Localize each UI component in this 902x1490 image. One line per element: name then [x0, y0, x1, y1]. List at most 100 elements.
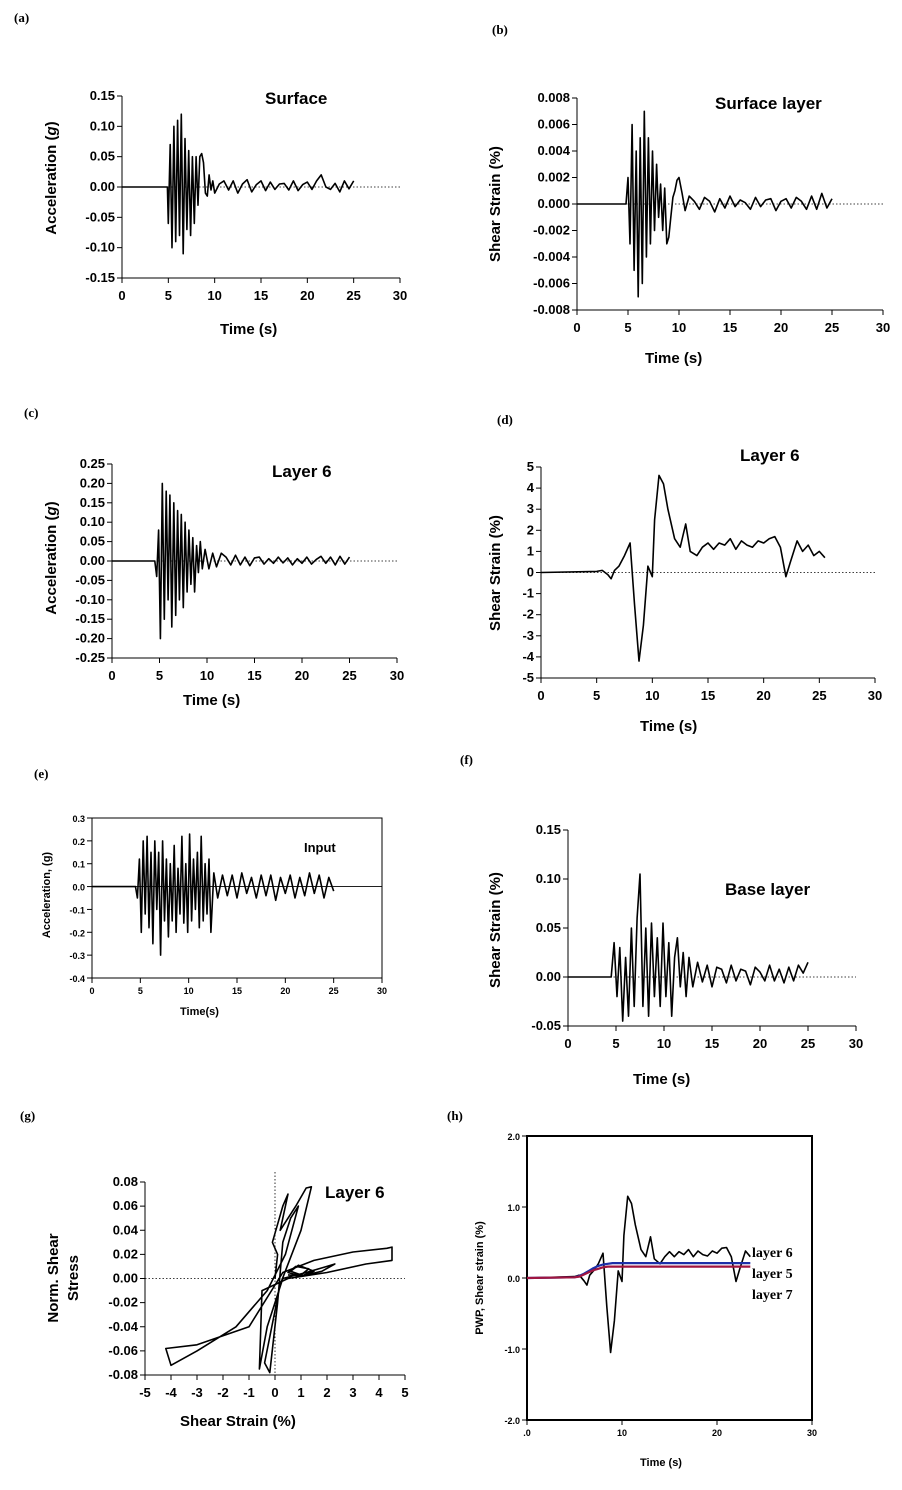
x-tick-label: 25 [801, 1036, 815, 1051]
x-tick-label: 5 [138, 986, 143, 996]
x-tick-label: 5 [593, 688, 600, 703]
series-line-1 [112, 482, 351, 640]
y-tick-label: 0.10 [80, 514, 105, 529]
x-axis-label: Shear Strain (%) [180, 1413, 296, 1430]
y-tick-label: -0.008 [533, 302, 570, 317]
x-tick-label: 30 [390, 668, 404, 683]
x-tick-label: -1 [243, 1385, 255, 1400]
x-tick-label: 5 [156, 668, 163, 683]
series-line-1 [526, 1195, 751, 1354]
x-tick-label: 0 [573, 320, 580, 335]
x-tick-label: 30 [377, 986, 387, 996]
y-tick-label: -0.002 [533, 223, 570, 238]
y-tick-label: -0.05 [85, 209, 115, 224]
y-tick-label: -0.05 [75, 572, 105, 587]
panel-annotation: Surface layer [715, 94, 822, 113]
y-tick-label: 0.008 [537, 90, 570, 105]
x-tick-label: 30 [849, 1036, 863, 1051]
y-tick-label: -0.10 [75, 592, 105, 607]
y-tick-label: 3 [527, 501, 534, 516]
y-axis-label: Acceleration (g) [43, 501, 60, 614]
y-tick-label: 0.25 [80, 456, 105, 471]
x-tick-label: 3 [349, 1385, 356, 1400]
chart-panel-2: (b) -0.008 -0.006 -0.004 -0.002 0.000 0.002 0.0… [487, 22, 890, 367]
x-axis-label: Time (s) [183, 692, 240, 709]
x-tick-label: 0 [537, 688, 544, 703]
y-tick-label: -0.006 [533, 276, 570, 291]
x-tick-label: 10 [657, 1036, 671, 1051]
series-line-1 [92, 833, 335, 956]
y-tick-label: 0.06 [113, 1198, 138, 1213]
panel-annotation: Surface [265, 89, 327, 108]
y-tick-label: -1.0 [504, 1345, 520, 1355]
x-tick-label: 1 [297, 1385, 304, 1400]
x-tick-label: 10 [207, 288, 221, 303]
y-tick-label: -0.10 [85, 240, 115, 255]
x-tick-label: 0 [564, 1036, 571, 1051]
x-axis-label: Time (s) [640, 1457, 682, 1469]
x-tick-label: 20 [300, 288, 314, 303]
x-tick-label: 4 [375, 1385, 383, 1400]
x-tick-label: 15 [232, 986, 242, 996]
x-tick-label: 30 [868, 688, 882, 703]
x-tick-label: 15 [247, 668, 261, 683]
y-tick-label: -0.15 [75, 611, 105, 626]
x-tick-label: 30 [876, 320, 890, 335]
y-tick-label: 0.2 [72, 837, 85, 847]
x-axis-label: Time(s) [180, 1006, 219, 1018]
y-tick-label: 0.004 [537, 143, 570, 158]
y-tick-label: -0.08 [108, 1367, 138, 1382]
y-tick-label: 0.02 [113, 1246, 138, 1261]
x-tick-label: 10 [672, 320, 686, 335]
series-line-1 [122, 113, 355, 255]
y-tick-label: -3 [522, 628, 534, 643]
y-tick-label: 0.05 [80, 534, 105, 549]
y-tick-label: -0.05 [531, 1018, 561, 1033]
x-tick-label: 20 [280, 986, 290, 996]
x-tick-label: 5 [624, 320, 631, 335]
y-axis-label: Acceleration (g) [43, 121, 60, 234]
chart-panel-7: (g) -0.08 -0.06 -0.04 -0.02 0.00 0.02 0.04 0.06 0… [20, 1108, 409, 1430]
y-tick-label: -0.25 [75, 650, 105, 665]
x-tick-label: 15 [254, 288, 268, 303]
y-tick-label: -2.0 [504, 1416, 520, 1426]
x-tick-label: 20 [295, 668, 309, 683]
x-tick-label: 20 [756, 688, 770, 703]
y-tick-label: -2 [522, 607, 534, 622]
y-tick-label: 0.10 [90, 118, 115, 133]
y-tick-label: 0.00 [80, 553, 105, 568]
x-axis-label: Time (s) [633, 1071, 690, 1088]
x-tick-label: 15 [723, 320, 737, 335]
y-tick-label: -4 [522, 649, 534, 664]
x-tick-label: 25 [342, 668, 356, 683]
x-tick-label: 20 [774, 320, 788, 335]
x-axis-label: Time (s) [640, 718, 697, 735]
series-line-1 [540, 474, 826, 662]
x-tick-label: 10 [200, 668, 214, 683]
panel-label: (f) [460, 752, 473, 767]
panel-label: (d) [497, 412, 513, 427]
y-tick-label: -0.3 [69, 951, 85, 961]
y-tick-label: 0.15 [80, 495, 105, 510]
x-tick-label: 5 [165, 288, 172, 303]
x-tick-label: 25 [329, 986, 339, 996]
chart-panel-3: (c) -0.25 -0.20 -0.15 -0.10 -0.05 0.00 0.05 0.10… [24, 405, 404, 709]
x-tick-label: 25 [825, 320, 839, 335]
y-tick-label: 0.05 [90, 149, 115, 164]
panel-label: (g) [20, 1108, 35, 1123]
y-tick-label: 4 [527, 480, 535, 495]
legend-entry: layer 7 [752, 1288, 793, 1303]
y-tick-label: -0.1 [69, 905, 85, 915]
x-tick-label: 30 [393, 288, 407, 303]
x-tick-label: 0 [271, 1385, 278, 1400]
y-tick-label: 0.0 [507, 1274, 520, 1284]
y-tick-label: 2.0 [507, 1132, 520, 1142]
y-tick-label: 0.05 [536, 920, 561, 935]
panel-label: (a) [14, 10, 29, 25]
panel-label: (b) [492, 22, 508, 37]
panel-annotation: Layer 6 [740, 446, 800, 465]
y-axis-label: PWP, Shear strain (%) [474, 1221, 486, 1335]
y-tick-label: 0.10 [536, 871, 561, 886]
y-tick-label: 2 [527, 522, 534, 537]
